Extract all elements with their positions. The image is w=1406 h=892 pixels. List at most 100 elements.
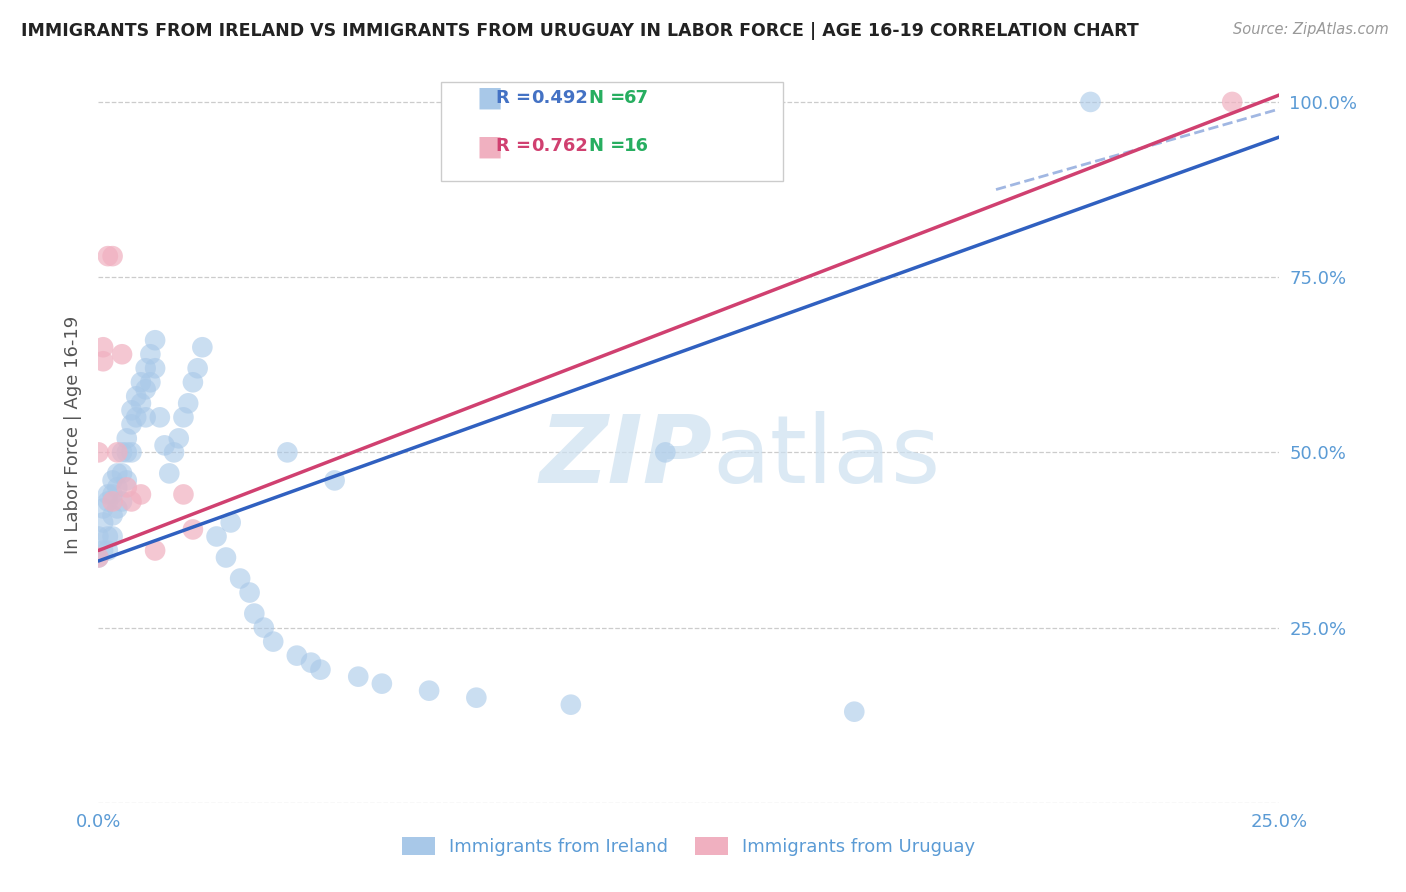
Point	[115, 445, 138, 459]
Point	[97, 494, 120, 508]
Point	[105, 501, 128, 516]
Point	[371, 676, 394, 690]
Point	[143, 543, 166, 558]
Text: IMMIGRANTS FROM IRELAND VS IMMIGRANTS FROM URUGUAY IN LABOR FORCE | AGE 16-19 CO: IMMIGRANTS FROM IRELAND VS IMMIGRANTS FR…	[21, 22, 1139, 40]
Point	[143, 361, 166, 376]
Point	[135, 361, 157, 376]
Point	[121, 494, 143, 508]
Point	[465, 690, 488, 705]
Point	[105, 480, 128, 494]
Point	[215, 550, 238, 565]
Point	[105, 445, 128, 459]
Point	[229, 572, 252, 586]
Point	[121, 417, 143, 432]
Point	[97, 249, 120, 263]
Point	[253, 621, 276, 635]
Text: 67: 67	[624, 89, 650, 107]
Point	[121, 445, 143, 459]
Point	[91, 501, 114, 516]
Point	[844, 705, 866, 719]
Text: Source: ZipAtlas.com: Source: ZipAtlas.com	[1233, 22, 1389, 37]
Point	[125, 410, 148, 425]
FancyBboxPatch shape	[441, 81, 783, 181]
Text: ■: ■	[477, 132, 502, 161]
Point	[101, 508, 124, 523]
Point	[309, 663, 332, 677]
Y-axis label: In Labor Force | Age 16-19: In Labor Force | Age 16-19	[63, 316, 82, 554]
Point	[91, 354, 114, 368]
Point	[177, 396, 200, 410]
Point	[654, 445, 676, 459]
Point	[135, 382, 157, 396]
Point	[276, 445, 298, 459]
Point	[243, 607, 266, 621]
Point	[129, 396, 152, 410]
Point	[121, 403, 143, 417]
Point	[87, 550, 110, 565]
Point	[101, 529, 124, 543]
Point	[115, 431, 138, 445]
Point	[91, 543, 114, 558]
Point	[418, 683, 440, 698]
Point	[101, 494, 124, 508]
Point	[129, 376, 152, 390]
Text: N =: N =	[589, 89, 631, 107]
Point	[172, 487, 194, 501]
Point	[91, 516, 114, 530]
Point	[347, 670, 370, 684]
Point	[239, 585, 262, 599]
Text: atlas: atlas	[713, 411, 941, 503]
Text: 16: 16	[624, 137, 650, 155]
Point	[111, 445, 134, 459]
Point	[560, 698, 582, 712]
Point	[105, 467, 128, 481]
Point	[97, 529, 120, 543]
Point	[149, 410, 172, 425]
Point	[139, 347, 162, 361]
Text: ZIP: ZIP	[540, 411, 713, 503]
Point	[115, 480, 138, 494]
Text: R =: R =	[496, 89, 537, 107]
Point	[87, 445, 110, 459]
Point	[111, 467, 134, 481]
Point	[181, 523, 204, 537]
Point	[262, 634, 284, 648]
Point	[101, 487, 124, 501]
Point	[115, 474, 138, 488]
Point	[87, 550, 110, 565]
Point	[91, 340, 114, 354]
Text: 0.762: 0.762	[530, 137, 588, 155]
Point	[129, 487, 152, 501]
Point	[191, 340, 214, 354]
Point	[181, 376, 204, 390]
Point	[1220, 95, 1243, 109]
Point	[323, 474, 346, 488]
Point	[125, 389, 148, 403]
Text: ■: ■	[477, 84, 502, 112]
Point	[285, 648, 308, 663]
Point	[219, 516, 242, 530]
Point	[135, 410, 157, 425]
Point	[139, 376, 162, 390]
Point	[157, 467, 180, 481]
Point	[163, 445, 186, 459]
Text: N =: N =	[589, 137, 631, 155]
Point	[97, 543, 120, 558]
Legend: Immigrants from Ireland, Immigrants from Uruguay: Immigrants from Ireland, Immigrants from…	[402, 837, 976, 856]
Text: 0.492: 0.492	[530, 89, 588, 107]
Point	[172, 410, 194, 425]
Point	[153, 438, 176, 452]
Point	[111, 347, 134, 361]
Point	[97, 487, 120, 501]
Point	[101, 474, 124, 488]
Point	[167, 431, 190, 445]
Point	[101, 249, 124, 263]
Point	[111, 494, 134, 508]
Point	[205, 529, 228, 543]
Point	[1080, 95, 1102, 109]
Point	[187, 361, 209, 376]
Point	[143, 333, 166, 347]
Point	[299, 656, 322, 670]
Text: R =: R =	[496, 137, 537, 155]
Point	[87, 529, 110, 543]
